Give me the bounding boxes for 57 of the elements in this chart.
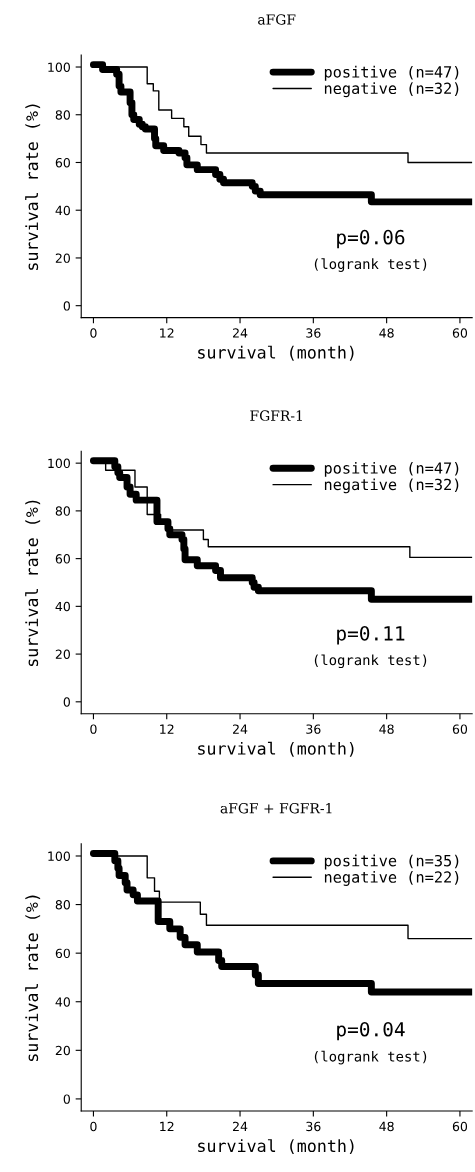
y-tick-label: 100	[48, 851, 70, 861]
x-tick-label: 60	[452, 328, 468, 338]
y-tick-label: 0	[63, 301, 70, 311]
y-tick-label: 0	[63, 697, 70, 707]
x-tick-label: 36	[306, 328, 321, 338]
x-tick-label: 36	[306, 724, 321, 734]
x-axis-title: survival (month)	[198, 741, 354, 757]
annotation: (logrank test)	[314, 1050, 427, 1065]
legend-label: positive (n=47)	[324, 65, 459, 81]
y-tick-label: 40	[55, 205, 70, 216]
x-tick-label: 24	[233, 1121, 248, 1131]
y-axis-title: survival rate (%)	[25, 104, 41, 270]
x-tick-label: 48	[379, 724, 394, 734]
x-tick-label: 0	[90, 1121, 97, 1132]
y-tick-label: 20	[55, 253, 70, 263]
y-tick-label: 100	[48, 458, 70, 469]
annotation: p=0.11	[337, 625, 405, 645]
x-tick-label: 60	[452, 724, 468, 734]
x-tick-label: 0	[90, 328, 97, 338]
chart-title: FGFR-1	[250, 410, 302, 421]
x-tick-label: 36	[306, 1121, 321, 1132]
x-tick-label: 24	[233, 328, 248, 338]
legend-label: negative (n=32)	[324, 82, 459, 98]
x-tick-label: 12	[160, 328, 174, 338]
legend-label: positive (n=47)	[324, 462, 459, 477]
x-tick-label: 24	[233, 724, 248, 734]
annotation: p=0.06	[337, 229, 405, 249]
legend-label: negative (n=22)	[324, 871, 459, 886]
annotation: p=0.04	[337, 1021, 405, 1041]
x-tick-label: 12	[160, 1121, 174, 1131]
x-axis-title: survival (month)	[198, 1139, 354, 1155]
annotation: (logrank test)	[314, 654, 427, 669]
y-axis-title: survival rate (%)	[25, 895, 41, 1061]
y-tick-label: 40	[55, 601, 70, 612]
y-tick-label: 60	[55, 554, 70, 564]
legend-label: positive (n=35)	[324, 854, 459, 870]
y-tick-label: 80	[55, 900, 70, 910]
y-tick-label: 20	[55, 1045, 70, 1056]
legend-label: negative (n=32)	[324, 478, 459, 494]
annotation: (logrank test)	[314, 258, 427, 272]
y-tick-label: 40	[55, 997, 70, 1007]
y-tick-label: 20	[55, 649, 70, 660]
x-tick-label: 48	[379, 1121, 394, 1132]
chart-title: aFGF	[258, 14, 296, 25]
y-axis-title: survival rate (%)	[25, 500, 41, 667]
y-tick-label: 80	[55, 506, 70, 516]
y-tick-label: 80	[55, 110, 70, 120]
x-tick-label: 12	[160, 724, 174, 734]
chart-title: aFGF + FGFR-1	[220, 802, 332, 814]
y-tick-label: 100	[48, 62, 70, 72]
y-tick-label: 0	[63, 1094, 70, 1104]
y-tick-label: 60	[55, 157, 70, 168]
x-tick-label: 60	[452, 1121, 468, 1132]
x-axis-title: survival (month)	[198, 345, 354, 361]
x-tick-label: 0	[90, 724, 97, 734]
x-tick-label: 48	[379, 328, 394, 338]
y-tick-label: 60	[55, 948, 70, 959]
